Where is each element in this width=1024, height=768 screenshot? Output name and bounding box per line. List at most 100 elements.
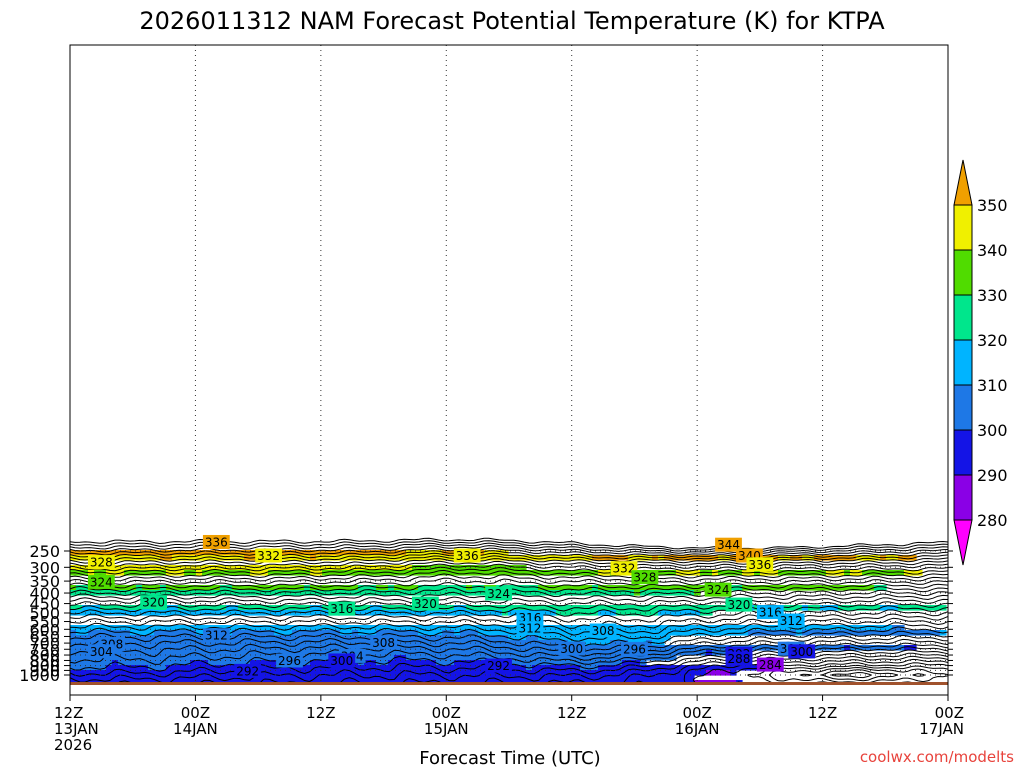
colorbar-label: 320 bbox=[977, 331, 1008, 350]
band-cell bbox=[394, 585, 419, 591]
band-cell bbox=[412, 565, 527, 571]
contour-314 bbox=[70, 617, 948, 636]
x-tick-label: 12Z bbox=[557, 704, 586, 722]
colorbar-label: 300 bbox=[977, 421, 1008, 440]
contour-label: 344 bbox=[717, 538, 740, 552]
contour-label: 324 bbox=[487, 587, 510, 601]
band-cell bbox=[358, 585, 377, 591]
contour-label: 296 bbox=[278, 654, 301, 668]
band-cell bbox=[460, 630, 479, 636]
band-cell bbox=[874, 585, 887, 591]
band-cell bbox=[904, 645, 917, 651]
band-cell bbox=[712, 685, 731, 691]
band-cell bbox=[850, 645, 905, 651]
band-cell bbox=[904, 685, 917, 691]
band-cell bbox=[250, 570, 269, 576]
band-cell bbox=[886, 555, 899, 561]
band-cell bbox=[232, 630, 275, 636]
x-tick-label: 13JAN bbox=[54, 720, 99, 738]
contour-label-bg bbox=[370, 635, 397, 650]
colorbar-band bbox=[953, 384, 973, 431]
band-cell bbox=[442, 630, 455, 636]
y-tick-label: 650 bbox=[29, 627, 60, 646]
band-cell bbox=[538, 585, 593, 591]
y-tick-label: 800 bbox=[29, 646, 60, 665]
x-tick-label: 2026 bbox=[54, 736, 92, 754]
band-cell bbox=[718, 555, 731, 561]
y-tick-label: 600 bbox=[29, 620, 60, 639]
contour-label: 328 bbox=[90, 556, 113, 570]
band-cell bbox=[508, 635, 527, 641]
band-cell bbox=[802, 630, 941, 636]
band-cell bbox=[310, 585, 359, 591]
band-cell bbox=[340, 630, 353, 636]
band-cell bbox=[70, 570, 89, 576]
band-cell bbox=[346, 655, 395, 661]
band-cell bbox=[832, 685, 881, 691]
x-tick-label: 00Z bbox=[181, 704, 210, 722]
band-cell bbox=[580, 665, 599, 671]
band-cell bbox=[94, 570, 107, 576]
contour-label-bg bbox=[756, 605, 784, 620]
x-tick-label: 12Z bbox=[306, 704, 335, 722]
band-cell bbox=[142, 585, 161, 591]
contour-label-bg bbox=[328, 653, 356, 668]
colorbar-label: 350 bbox=[977, 196, 1008, 215]
contour-label-bg bbox=[725, 651, 753, 666]
contour-label: 316 bbox=[759, 606, 782, 620]
y-tick-label: 250 bbox=[29, 542, 60, 561]
band-cell bbox=[70, 655, 335, 661]
contour-label-bg bbox=[589, 623, 617, 638]
band-cell bbox=[256, 555, 311, 561]
colorbar-top-arrow bbox=[953, 159, 973, 206]
band-cell bbox=[190, 660, 209, 666]
band-cell bbox=[418, 585, 467, 591]
band-cell bbox=[628, 555, 653, 561]
band-cell bbox=[70, 625, 893, 631]
contour-label: 292 bbox=[487, 659, 510, 673]
band-cell bbox=[526, 635, 539, 641]
band-cell bbox=[370, 605, 383, 611]
contour-label: 336 bbox=[205, 535, 228, 549]
band-cell bbox=[820, 605, 839, 611]
band-cell bbox=[742, 585, 875, 591]
band-cell bbox=[202, 570, 251, 576]
contour-label-bg bbox=[328, 601, 356, 616]
contour-label-bg bbox=[411, 596, 439, 611]
band-cell bbox=[70, 650, 707, 656]
band-cell bbox=[904, 570, 923, 576]
band-cell bbox=[166, 570, 185, 576]
contour-label-bg bbox=[202, 534, 230, 549]
contour-label: 312 bbox=[205, 629, 228, 643]
band-cell bbox=[70, 670, 707, 676]
band-cell bbox=[226, 605, 239, 611]
x-axis-title: Forecast Time (UTC) bbox=[419, 748, 600, 768]
band-cell bbox=[322, 570, 599, 576]
band-cell bbox=[454, 605, 467, 611]
band-cell bbox=[220, 585, 233, 591]
band-cell bbox=[358, 630, 377, 636]
contour-332 bbox=[70, 577, 948, 590]
band-cell bbox=[154, 630, 197, 636]
band-cell bbox=[304, 585, 311, 591]
contour-label: 300 bbox=[790, 645, 813, 659]
y-tick-label: 1000 bbox=[19, 666, 60, 685]
colorbar-label: 340 bbox=[977, 241, 1008, 260]
contour-label: 316 bbox=[330, 602, 353, 616]
contour-label: 320 bbox=[414, 597, 437, 611]
band-cell bbox=[598, 585, 731, 591]
x-tick-label: 16JAN bbox=[675, 720, 720, 738]
band-cell bbox=[646, 640, 653, 646]
band-cell bbox=[778, 555, 791, 561]
band-cell bbox=[166, 605, 179, 611]
band-cell bbox=[70, 635, 509, 641]
band-cell bbox=[892, 685, 905, 691]
band-cell bbox=[82, 605, 101, 611]
colorbar-band bbox=[953, 294, 973, 341]
colorbar-label: 330 bbox=[977, 286, 1008, 305]
contour-312 bbox=[70, 622, 948, 642]
band-cell bbox=[268, 570, 311, 576]
contour-label-bg bbox=[756, 657, 784, 672]
band-cell bbox=[760, 570, 779, 576]
